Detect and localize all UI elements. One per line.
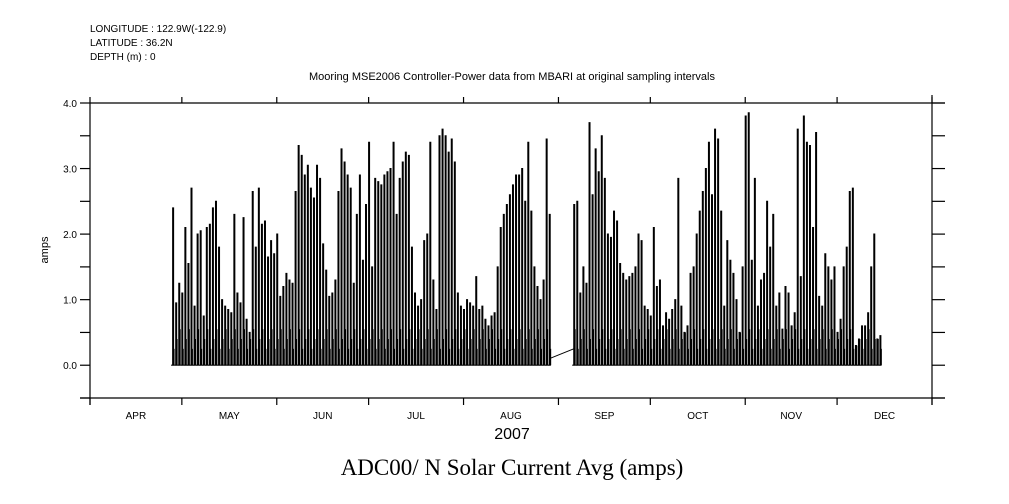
y-tick-label: 2.0 (63, 230, 77, 241)
daily-spike (198, 230, 202, 366)
x-axis-label: 2007 (494, 426, 530, 443)
latitude-label: LATITUDE : 36.2N (90, 38, 173, 49)
daily-spike (694, 233, 698, 366)
daily-spike (596, 171, 600, 366)
daily-spike (587, 122, 591, 366)
daily-spike (171, 207, 175, 366)
daily-spike (409, 246, 414, 366)
daily-spike (207, 223, 211, 366)
daily-spike (354, 213, 358, 366)
daily-spike (768, 246, 772, 366)
daily-spike (823, 253, 827, 366)
daily-spike (345, 174, 349, 366)
daily-spike (348, 187, 352, 366)
daily-spike (217, 246, 221, 366)
daily-spike (716, 138, 720, 366)
daily-spike (428, 141, 432, 366)
daily-spike (376, 181, 380, 366)
daily-spike (253, 246, 257, 366)
daily-spike (703, 168, 707, 366)
daily-spike (382, 174, 386, 366)
daily-spike (272, 253, 276, 366)
daily-spike (850, 187, 854, 366)
daily-spike (746, 112, 750, 366)
metadata-block: LONGITUDE : 122.9W(-122.9) LATITUDE : 36… (90, 23, 226, 65)
daily-spike (529, 210, 533, 366)
x-tick-label-jul: JUL (407, 411, 425, 422)
daily-spike (262, 220, 267, 366)
daily-spike (593, 148, 597, 366)
y-axis-label: amps (39, 236, 51, 263)
daily-spike (602, 177, 606, 366)
daily-spike (449, 138, 453, 366)
longitude-label: LONGITUDE : 122.9W(-122.9) (90, 24, 227, 35)
variable-title: ADC00/ N Solar Current Avg (amps) (341, 455, 684, 480)
x-tick-label-nov: NOV (780, 411, 802, 422)
daily-spike (804, 141, 808, 366)
daily-spike (752, 177, 756, 366)
y-tick-label: 1.0 (63, 296, 77, 307)
daily-spike (373, 177, 377, 366)
daily-spike (743, 115, 747, 366)
daily-spike (302, 174, 306, 366)
daily-spike (403, 151, 407, 366)
y-tick-label: 3.0 (63, 165, 77, 176)
x-tick-label-oct: OCT (687, 411, 708, 422)
daily-spike (318, 177, 322, 366)
daily-spike (437, 135, 441, 366)
daily-spike (336, 190, 340, 366)
daily-spike (795, 128, 799, 366)
x-tick-label-sep: SEP (594, 411, 614, 422)
daily-spike (364, 204, 368, 366)
x-tick-label-jun: JUN (313, 411, 332, 422)
daily-spike (256, 187, 260, 366)
chart-title: Mooring MSE2006 Controller-Power data fr… (309, 71, 715, 83)
y-tick-label: 4.0 (63, 99, 77, 110)
x-tick-label-apr: APR (126, 411, 147, 422)
daily-spike (440, 128, 444, 366)
daily-spike (357, 174, 361, 366)
daily-spike (801, 115, 805, 366)
daily-spike (511, 184, 515, 366)
daily-spike (520, 168, 524, 366)
daily-spike (814, 131, 818, 366)
x-tick-label-dec: DEC (874, 411, 895, 422)
daily-spike (612, 210, 616, 366)
daily-spike (308, 187, 312, 366)
daily-spike (575, 200, 579, 366)
daily-spike (713, 128, 717, 366)
daily-spike (385, 171, 389, 366)
daily-spike (446, 151, 450, 366)
daily-spike (547, 213, 551, 366)
x-tick-label-aug: AUG (500, 411, 522, 422)
daily-spike (299, 154, 303, 366)
daily-spike (706, 141, 711, 366)
daily-spike (807, 145, 812, 366)
gap-connector (549, 348, 574, 360)
daily-spike (400, 161, 404, 366)
daily-spike (391, 141, 395, 366)
daily-spike (339, 148, 343, 366)
daily-spike (367, 141, 371, 366)
daily-spike (514, 174, 518, 366)
daily-spike (676, 177, 680, 366)
depth-label: DEPTH (m) : 0 (90, 52, 156, 63)
y-tick-label: 0.0 (63, 361, 77, 372)
x-tick-label-may: MAY (219, 411, 240, 422)
daily-spike (639, 240, 643, 366)
daily-spike (189, 187, 193, 366)
daily-spike (501, 213, 505, 366)
